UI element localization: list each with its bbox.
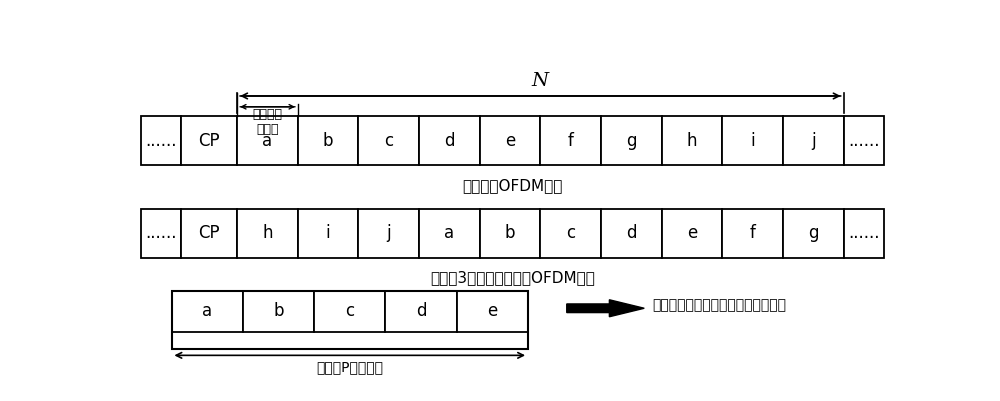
Bar [140, 116, 181, 166]
Bar [783, 209, 844, 258]
Bar [181, 209, 237, 258]
Text: g: g [808, 225, 819, 242]
Text: h: h [262, 225, 273, 242]
Bar [237, 116, 298, 166]
Bar [722, 209, 783, 258]
Bar [722, 116, 783, 166]
Text: d: d [416, 302, 426, 320]
Bar [172, 290, 528, 349]
Text: i: i [750, 132, 755, 150]
Bar [783, 116, 844, 166]
Bar [480, 116, 540, 166]
Text: N: N [532, 72, 549, 90]
Text: 无频偏的OFDM符号: 无频偏的OFDM符号 [462, 178, 563, 193]
Text: ......: ...... [848, 225, 880, 242]
Bar [540, 116, 601, 166]
Bar [844, 209, 884, 258]
Text: a: a [444, 225, 455, 242]
Text: h: h [687, 132, 697, 150]
Text: d: d [626, 225, 637, 242]
Text: 向右依次滑动，寻找乘积和的最大值: 向右依次滑动，寻找乘积和的最大值 [652, 298, 786, 312]
Text: g: g [626, 132, 637, 150]
Text: i: i [326, 225, 330, 242]
Text: 长度为P的滑动窗: 长度为P的滑动窗 [316, 360, 383, 374]
Bar [480, 209, 540, 258]
Bar [844, 116, 884, 166]
Text: b: b [273, 302, 284, 320]
Bar [385, 290, 457, 332]
Bar [237, 209, 298, 258]
Bar [540, 209, 601, 258]
Text: ......: ...... [848, 132, 880, 150]
Bar [243, 290, 314, 332]
Text: f: f [568, 132, 574, 150]
Bar [358, 116, 419, 166]
Text: e: e [505, 132, 515, 150]
Text: e: e [487, 302, 497, 320]
Bar [662, 116, 722, 166]
Text: CP: CP [199, 225, 220, 242]
Bar [314, 290, 385, 332]
Text: f: f [750, 225, 756, 242]
Bar [298, 116, 358, 166]
Polygon shape [567, 300, 644, 317]
Bar [140, 209, 181, 258]
Text: c: c [345, 302, 354, 320]
Text: 频偏为3个子载波间隔的OFDM符号: 频偏为3个子载波间隔的OFDM符号 [430, 270, 595, 286]
Bar [172, 290, 243, 332]
Text: c: c [566, 225, 575, 242]
Text: j: j [386, 225, 391, 242]
Text: a: a [202, 302, 212, 320]
Bar [457, 290, 528, 332]
Bar [181, 116, 237, 166]
Bar [358, 209, 419, 258]
Text: j: j [811, 132, 816, 150]
Text: CP: CP [199, 132, 220, 150]
Text: ......: ...... [145, 132, 177, 150]
Text: b: b [323, 132, 333, 150]
Text: e: e [687, 225, 697, 242]
Text: a: a [262, 132, 273, 150]
Bar [298, 209, 358, 258]
Bar [419, 209, 480, 258]
Bar [601, 116, 662, 166]
Text: 一个子载
波间隔: 一个子载 波间隔 [253, 108, 283, 136]
Bar [601, 209, 662, 258]
Text: b: b [505, 225, 515, 242]
Text: ......: ...... [145, 225, 177, 242]
Text: c: c [384, 132, 393, 150]
Bar [662, 209, 722, 258]
Text: d: d [444, 132, 455, 150]
Bar [419, 116, 480, 166]
